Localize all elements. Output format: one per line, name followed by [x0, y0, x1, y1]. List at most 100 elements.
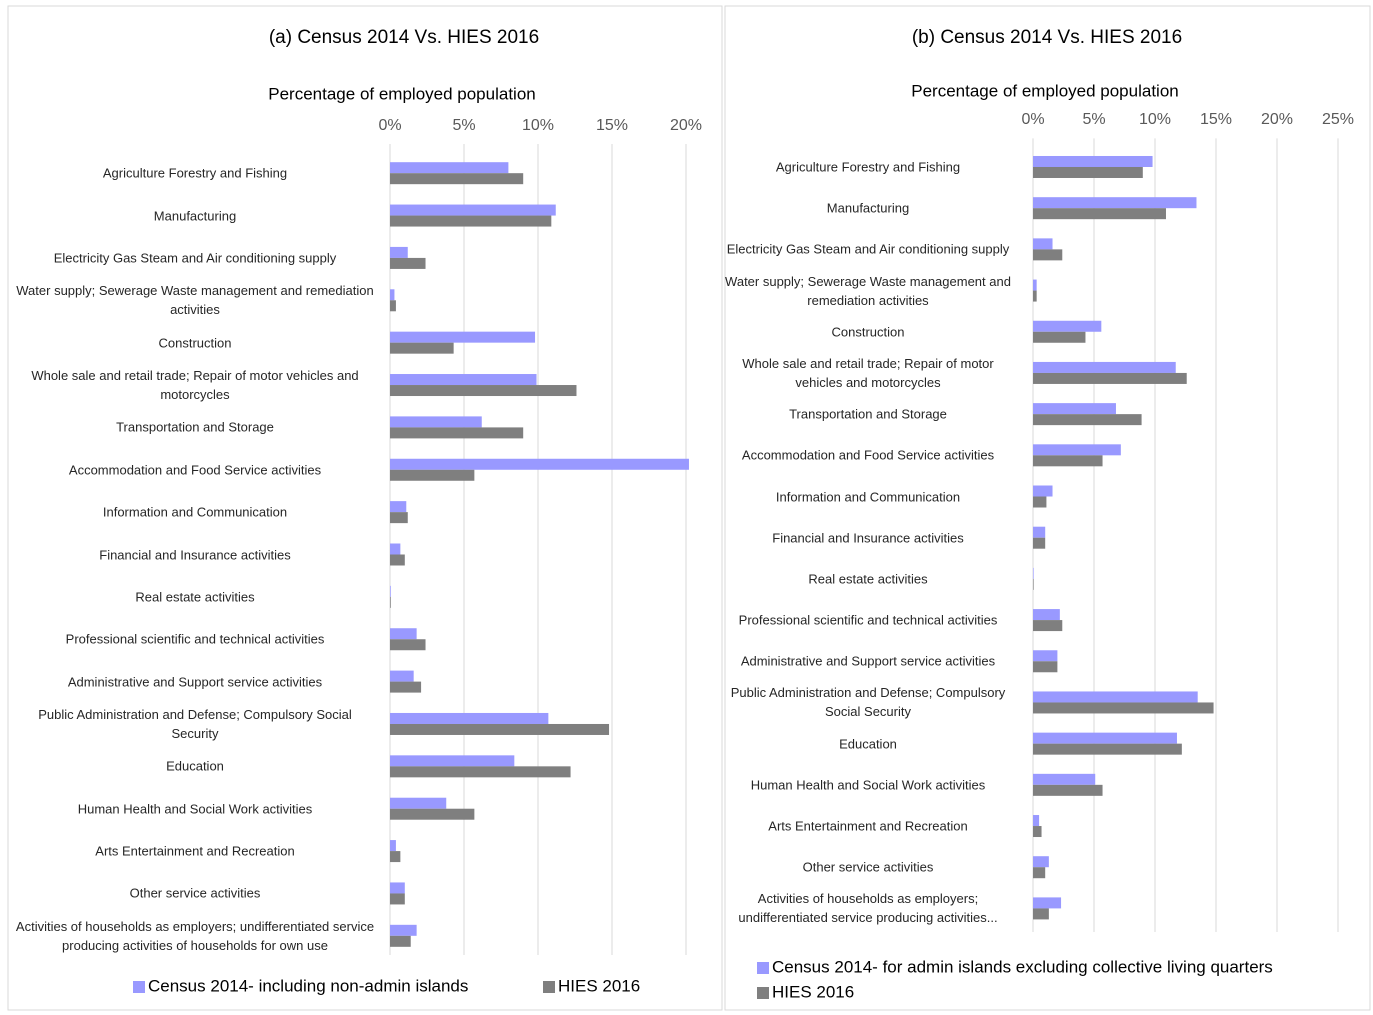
legend-swatch	[543, 981, 555, 993]
bar	[390, 289, 395, 301]
bar	[390, 882, 405, 894]
bar	[390, 935, 411, 947]
bar	[1033, 320, 1102, 332]
bar	[1033, 372, 1187, 384]
bar	[390, 416, 482, 428]
y-tick-label: Accommodation and Food Service activitie…	[741, 447, 995, 463]
y-tick-label: Other service activities	[129, 885, 261, 901]
y-tick-label: Agriculture Forestry and Fishing	[102, 165, 288, 181]
panel-border	[7, 5, 723, 1011]
bar	[1033, 867, 1046, 879]
legend-label: Census 2014- for admin islands excluding…	[772, 957, 1273, 976]
bar	[1033, 290, 1037, 302]
x-tick-label: 5%	[1082, 111, 1105, 128]
legend-label: HIES 2016	[772, 982, 854, 1001]
bar	[1033, 249, 1063, 261]
bar	[390, 427, 524, 439]
bar	[390, 257, 426, 269]
bar	[390, 639, 426, 651]
y-tick-label: Arts Entertainment and Recreation	[95, 843, 295, 859]
y-tick-label: Water supply; Sewerage Waste management …	[725, 273, 1011, 308]
bar	[390, 204, 556, 216]
bar	[1033, 414, 1142, 426]
bar	[1033, 331, 1086, 343]
bar	[1033, 815, 1040, 827]
bar	[390, 342, 454, 354]
bar	[1033, 279, 1037, 291]
bar	[390, 374, 537, 386]
legend-label: Census 2014- including non-admin islands	[148, 976, 468, 995]
x-tick-label: 20%	[1261, 111, 1293, 128]
y-tick-label: Construction	[158, 335, 232, 351]
bar	[1033, 908, 1049, 920]
x-tick-label: 20%	[670, 117, 702, 134]
bar	[1033, 609, 1060, 621]
bar	[390, 808, 475, 820]
bar	[390, 501, 407, 513]
bar	[1033, 496, 1047, 508]
bar	[1033, 208, 1166, 220]
y-tick-label: Activities of households as employers; u…	[15, 918, 375, 953]
y-tick-label: Electricity Gas Steam and Air conditioni…	[53, 250, 337, 266]
bar	[1033, 773, 1096, 785]
y-tick-label: Other service activities	[802, 859, 934, 875]
y-tick-label: Transportation and Storage	[789, 406, 947, 422]
bar	[1033, 537, 1046, 549]
bar	[390, 681, 422, 693]
y-tick-label: Education	[166, 758, 224, 774]
legend-swatch	[133, 981, 145, 993]
bar	[390, 596, 391, 608]
y-tick-label: Public Administration and Defense; Compu…	[38, 706, 352, 741]
bar	[1033, 361, 1176, 373]
bar	[1033, 650, 1058, 662]
bar	[390, 246, 408, 258]
legend-swatch	[757, 962, 769, 974]
y-tick-label: Transportation and Storage	[116, 419, 274, 435]
axis-title: Percentage of employed population	[268, 84, 535, 103]
bar	[1033, 155, 1153, 167]
bar	[1033, 784, 1103, 796]
y-tick-label: Real estate activities	[808, 571, 928, 587]
bar	[390, 331, 536, 343]
bar	[390, 893, 405, 905]
chart-title: (b) Census 2014 Vs. HIES 2016	[912, 27, 1182, 48]
x-tick-label: 25%	[1322, 111, 1354, 128]
bar	[390, 851, 401, 863]
y-tick-label: Activities of households as employers; u…	[738, 891, 998, 926]
y-tick-label: Human Health and Social Work activities	[750, 777, 986, 793]
y-tick-label: Human Health and Social Work activities	[77, 801, 313, 817]
y-tick-label: Construction	[831, 324, 905, 340]
bar	[390, 628, 417, 640]
panel-border	[724, 5, 1371, 1011]
x-tick-label: 15%	[596, 117, 628, 134]
x-tick-label: 0%	[1021, 111, 1044, 128]
y-tick-label: Whole sale and retail trade; Repair of m…	[31, 368, 359, 403]
bar	[390, 543, 401, 555]
bar	[1033, 732, 1177, 744]
chart-title: (a) Census 2014 Vs. HIES 2016	[269, 27, 539, 48]
y-tick-label: Administrative and Support service activ…	[67, 674, 323, 690]
bar	[1033, 238, 1053, 250]
bar	[390, 512, 408, 524]
x-tick-label: 10%	[522, 117, 554, 134]
bar	[1033, 702, 1214, 714]
bar	[390, 755, 515, 767]
x-tick-label: 5%	[452, 117, 475, 134]
y-tick-label: Financial and Insurance activities	[772, 530, 964, 546]
y-tick-label: Accommodation and Food Service activitie…	[68, 462, 322, 478]
bar	[390, 173, 524, 185]
bar	[390, 924, 417, 936]
y-tick-label: Water supply; Sewerage Waste management …	[16, 283, 374, 318]
y-tick-label: Manufacturing	[153, 208, 237, 224]
bar	[1033, 578, 1034, 590]
legend-swatch	[757, 987, 769, 999]
bar	[390, 585, 391, 597]
x-tick-label: 15%	[1200, 111, 1232, 128]
bar	[1033, 444, 1121, 456]
bar	[390, 670, 414, 682]
bar	[390, 723, 610, 735]
bar	[390, 458, 689, 470]
y-tick-label: Education	[839, 736, 897, 752]
bar	[1033, 526, 1046, 538]
